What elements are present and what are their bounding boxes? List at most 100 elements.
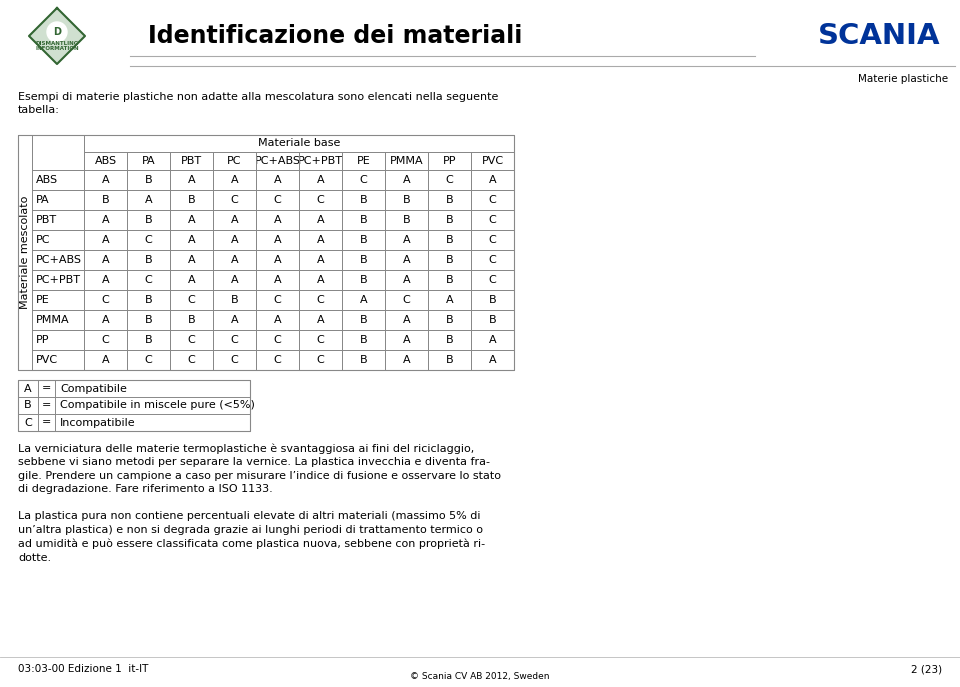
Bar [38, 414, 55, 431]
Text: A: A [230, 255, 238, 265]
Text: C: C [317, 355, 324, 365]
Text: A: A [102, 255, 109, 265]
Bar [428, 190, 471, 210]
Bar [127, 210, 170, 230]
Text: C: C [489, 215, 496, 225]
Text: A: A [230, 215, 238, 225]
Bar [342, 190, 385, 210]
Bar [127, 290, 170, 310]
Bar [471, 152, 514, 170]
Text: PA: PA [142, 156, 156, 166]
Bar [299, 310, 342, 330]
Bar [213, 290, 256, 310]
Bar [299, 330, 342, 350]
Bar [127, 230, 170, 250]
Bar [385, 190, 428, 210]
Text: C: C [145, 355, 153, 365]
Text: B: B [445, 315, 453, 325]
Text: Materiale mescolato: Materiale mescolato [20, 196, 30, 309]
Text: C: C [317, 195, 324, 205]
Bar [299, 270, 342, 290]
Text: DISMANTLING
INFORMATION: DISMANTLING INFORMATION [36, 41, 79, 52]
Bar [32, 250, 84, 270]
Bar [342, 250, 385, 270]
Text: A: A [230, 315, 238, 325]
Bar [32, 230, 84, 250]
Text: PMMA: PMMA [36, 315, 70, 325]
Bar [170, 350, 213, 370]
Bar [32, 290, 84, 310]
Text: C: C [145, 275, 153, 285]
Text: A: A [317, 235, 324, 245]
Text: =: = [42, 418, 51, 427]
Bar [428, 250, 471, 270]
Bar [256, 230, 299, 250]
Bar [84, 250, 127, 270]
Bar [299, 290, 342, 310]
Text: C: C [402, 295, 410, 305]
Text: B: B [445, 275, 453, 285]
Text: B: B [360, 335, 368, 345]
Text: B: B [445, 355, 453, 365]
Bar [428, 310, 471, 330]
Bar [32, 210, 84, 230]
Bar [342, 310, 385, 330]
Text: B: B [145, 215, 153, 225]
Text: C: C [274, 335, 281, 345]
Bar [385, 310, 428, 330]
Text: A: A [230, 175, 238, 185]
Text: A: A [188, 275, 195, 285]
Bar [38, 380, 55, 397]
Bar [84, 152, 127, 170]
Bar [471, 230, 514, 250]
Text: A: A [274, 275, 281, 285]
Bar [213, 350, 256, 370]
Bar [385, 350, 428, 370]
Text: A: A [402, 175, 410, 185]
Bar [256, 170, 299, 190]
Text: A: A [317, 315, 324, 325]
Text: B: B [402, 215, 410, 225]
Bar [385, 152, 428, 170]
Bar [342, 152, 385, 170]
Text: D: D [53, 27, 61, 37]
Text: C: C [187, 295, 196, 305]
Bar [127, 152, 170, 170]
Text: C: C [274, 295, 281, 305]
Bar [170, 290, 213, 310]
Bar [127, 330, 170, 350]
Text: C: C [489, 195, 496, 205]
Bar [170, 152, 213, 170]
Text: Materiale base: Materiale base [258, 139, 340, 148]
Text: B: B [24, 401, 32, 411]
Text: PBT: PBT [180, 156, 202, 166]
Bar [127, 270, 170, 290]
Text: C: C [230, 335, 238, 345]
Text: B: B [188, 195, 195, 205]
Bar [299, 170, 342, 190]
Text: C: C [489, 235, 496, 245]
Text: B: B [145, 255, 153, 265]
Bar [127, 190, 170, 210]
Bar [84, 350, 127, 370]
Bar [213, 190, 256, 210]
Bar [342, 230, 385, 250]
Text: PC: PC [36, 235, 51, 245]
Text: PC+PBT: PC+PBT [36, 275, 81, 285]
Bar [299, 230, 342, 250]
Polygon shape [29, 8, 85, 64]
Text: A: A [274, 235, 281, 245]
Bar [299, 152, 342, 170]
Text: B: B [445, 335, 453, 345]
Text: C: C [274, 195, 281, 205]
Text: B: B [188, 315, 195, 325]
Text: C: C [489, 275, 496, 285]
Bar [38, 397, 55, 414]
Text: C: C [187, 335, 196, 345]
Text: B: B [145, 315, 153, 325]
Text: B: B [145, 175, 153, 185]
Bar [84, 290, 127, 310]
Text: B: B [445, 195, 453, 205]
Text: C: C [145, 235, 153, 245]
Bar [32, 190, 84, 210]
